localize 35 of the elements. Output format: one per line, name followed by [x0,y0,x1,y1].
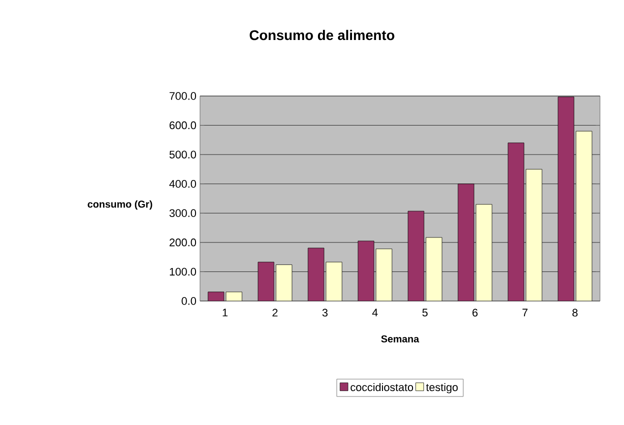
bar [258,262,274,301]
bar [476,204,492,301]
bar [426,237,442,301]
bar [326,262,342,301]
x-axis-title: Semana [381,335,420,342]
legend-label: coccidiostato [350,383,414,392]
bar [526,169,542,301]
x-tick-label: 4 [372,308,378,316]
y-tick-label: 100.0 [170,268,196,276]
bar [458,184,474,301]
x-tick-label: 1 [222,308,228,316]
x-tick-label: 8 [572,308,578,317]
bar [376,248,392,301]
legend-label: testigo [426,383,458,394]
bar [308,248,324,301]
y-tick-label: 300.0 [169,209,196,218]
y-tick-label: 0.0 [182,297,196,305]
y-axis-title: consumo (Gr) [88,200,152,210]
bar [508,142,524,301]
x-tick-label: 3 [322,308,328,317]
bar [408,210,424,301]
x-tick-label: 5 [422,308,428,316]
bar [276,264,292,301]
y-tick-label: 600.0 [170,121,196,130]
y-tick-label: 500.0 [170,150,196,158]
y-tick-label: 700.0 [170,92,196,100]
x-tick-label: 2 [272,308,278,316]
x-tick-label: 6 [472,308,478,317]
y-tick-label: 400.0 [169,180,196,188]
bar [358,240,374,301]
x-tick-label: 7 [522,308,528,316]
bar [576,130,592,301]
bar [558,96,574,301]
y-tick-label: 200.0 [170,238,196,246]
chart-title: Consumo de alimento [250,30,394,40]
